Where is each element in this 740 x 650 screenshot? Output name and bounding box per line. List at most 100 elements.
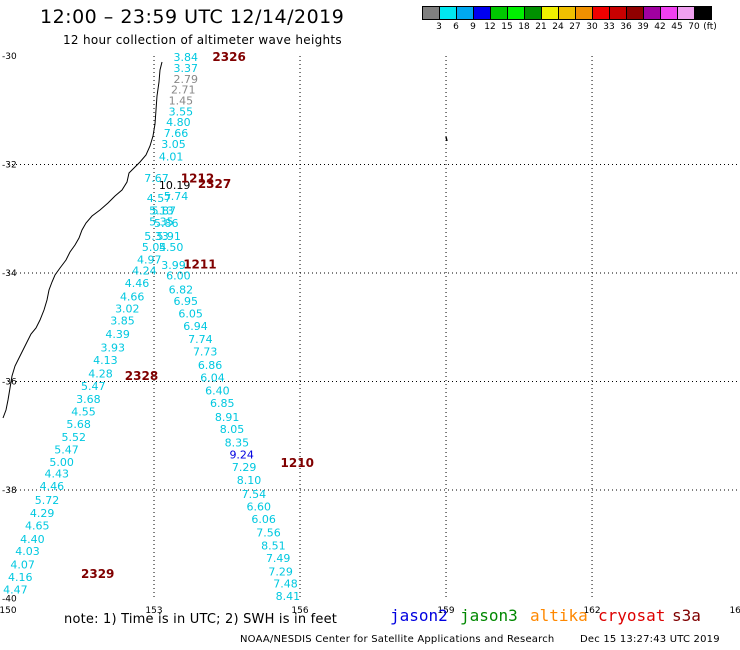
wave-height-value: 6.00 xyxy=(166,270,191,283)
wave-height-value: 4.29 xyxy=(30,507,55,520)
wave-height-value: 6.86 xyxy=(198,359,223,372)
legend-label: 18 xyxy=(518,22,530,32)
wave-height-value: 3.84 xyxy=(173,51,198,64)
wave-height-value: 4.66 xyxy=(120,290,145,303)
page-subtitle: 12 hour collection of altimeter wave hei… xyxy=(63,33,342,47)
wave-height-value: 6.94 xyxy=(183,320,208,333)
wave-height-value: 4.07 xyxy=(10,558,35,571)
legend-label: 15 xyxy=(501,22,513,32)
lat-tick-label: -30 xyxy=(2,52,17,62)
legend-label: 42 xyxy=(654,22,666,32)
wave-height-value: 5.00 xyxy=(49,456,74,469)
page-title: 12:00 – 23:59 UTC 12/14/2019 xyxy=(40,6,345,28)
wave-height-value: 8.51 xyxy=(261,539,286,552)
wave-height-value: 10.19 xyxy=(159,179,191,192)
wave-height-value: 5.47 xyxy=(81,380,106,393)
legend-label: 21 xyxy=(535,22,547,32)
wave-height-value: 8.91 xyxy=(215,411,240,424)
lon-tick-label: 156 xyxy=(291,606,308,616)
wave-height-value: 4.55 xyxy=(71,405,96,418)
wave-height-value: 4.16 xyxy=(8,571,33,584)
wave-height-value: 4.28 xyxy=(88,367,113,380)
wave-height-value: 3.93 xyxy=(100,341,125,354)
wave-height-value: 5.04 xyxy=(142,241,167,254)
legend-swatch xyxy=(626,6,644,20)
map-grid xyxy=(8,56,739,599)
satellite-cryosat: cryosat xyxy=(598,606,666,625)
wave-height-values: 3.843.372.792.711.453.554.807.663.054.01… xyxy=(3,51,300,603)
legend-swatch xyxy=(439,6,457,20)
lat-tick-label: -32 xyxy=(2,161,17,171)
wave-height-value: 4.65 xyxy=(25,519,50,532)
wave-height-value: 3.85 xyxy=(110,315,135,328)
wave-height-value: 8.05 xyxy=(220,423,245,436)
wave-height-value: 7.54 xyxy=(242,488,267,501)
pass-id-label: 2327 xyxy=(198,177,231,191)
legend-label: 36 xyxy=(620,22,632,32)
wave-height-value: 5.35 xyxy=(149,215,174,228)
pass-id-label: 2329 xyxy=(81,567,114,581)
lon-tick-label: 165 xyxy=(729,606,740,616)
wave-height-value: 7.67 xyxy=(144,172,169,185)
wave-height-value: 6.95 xyxy=(173,295,198,308)
legend-swatch xyxy=(456,6,474,20)
wave-height-value: 4.03 xyxy=(15,545,40,558)
wave-height-value: 5.50 xyxy=(159,241,184,254)
wave-height-value: 7.56 xyxy=(256,526,281,539)
wave-height-value: 7.29 xyxy=(268,565,293,578)
wave-height-value: 4.97 xyxy=(137,253,162,266)
wave-height-value: 3.05 xyxy=(161,138,186,151)
legend-labels: 3 6 9 12 15 18 21 24 27 30 33 36 39 42 45 70 (ft) xyxy=(422,20,717,32)
wave-height-value: 4.46 xyxy=(125,277,150,290)
wave-height-value: 5.91 xyxy=(156,230,181,243)
lat-tick-label: -34 xyxy=(2,269,17,279)
legend-label: 9 xyxy=(470,22,476,32)
wave-height-value: 8.41 xyxy=(276,590,301,603)
pass-id-label: 1210 xyxy=(281,456,314,470)
legend-label: 33 xyxy=(603,22,615,32)
footer-note: note: 1) Time is in UTC; 2) SWH is in fe… xyxy=(64,612,338,627)
legend-label: 24 xyxy=(552,22,564,32)
legend-swatch xyxy=(592,6,610,20)
wave-height-value: 3.99 xyxy=(161,259,186,272)
legend-unit: (ft) xyxy=(703,22,717,32)
legend-swatch xyxy=(524,6,542,20)
wave-height-value: 4.01 xyxy=(159,150,184,163)
axis-labels: 150 153 156 159 162 165 -30 -32 -34 -36 -38 -40 xyxy=(0,52,740,616)
legend-swatch xyxy=(422,6,440,20)
wave-height-value: 4.47 xyxy=(3,583,28,596)
wave-height-value: 3.55 xyxy=(169,105,194,118)
satellite-jason2: jason2 xyxy=(390,606,448,625)
wave-height-value: 7.73 xyxy=(193,346,218,359)
pass-id-label: 2326 xyxy=(212,50,245,64)
wave-height-value: 4.40 xyxy=(20,533,45,546)
wave-height-value: 5.13 xyxy=(149,205,174,218)
wave-height-value: 7.29 xyxy=(232,461,257,474)
wave-height-value: 2.71 xyxy=(171,84,196,97)
wave-height-value: 7.49 xyxy=(266,552,291,565)
pass-id-label: 2328 xyxy=(125,369,158,383)
legend-swatches xyxy=(422,6,712,20)
wave-height-value: 8.10 xyxy=(237,474,262,487)
lon-tick-label: 159 xyxy=(437,606,454,616)
legend-swatch xyxy=(660,6,678,20)
wave-height-value: 9.24 xyxy=(229,449,254,462)
wave-height-value: 6.05 xyxy=(178,308,203,321)
wave-height-value: 6.60 xyxy=(246,500,271,513)
wave-height-value: 4.43 xyxy=(45,468,70,481)
wave-height-value: 4.46 xyxy=(40,480,64,493)
wave-height-value: 3.02 xyxy=(115,302,140,315)
legend-swatch xyxy=(643,6,661,20)
lon-tick-label: 150 xyxy=(0,606,17,616)
wave-height-value: 1.45 xyxy=(169,94,194,107)
wave-height-value: 3.37 xyxy=(173,62,198,75)
legend-swatch xyxy=(677,6,695,20)
legend-label: 39 xyxy=(637,22,649,32)
credit-line: NOAA/NESDIS Center for Satellite Applica… xyxy=(240,634,555,645)
legend-swatch xyxy=(541,6,559,20)
wave-height-value: 2.79 xyxy=(173,73,198,86)
lat-tick-label: -36 xyxy=(2,378,17,388)
wave-height-value: 6.06 xyxy=(251,513,276,526)
wave-height-value: 7.66 xyxy=(164,127,189,140)
